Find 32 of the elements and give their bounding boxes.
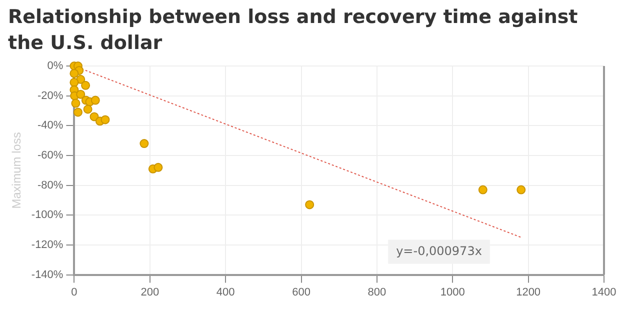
point <box>83 104 92 114</box>
point <box>70 68 79 78</box>
chart-title: Relationship between loss and recovery time against the U.S. dollar <box>7 5 579 56</box>
x-tick-label: 600 <box>292 286 310 298</box>
x-tick-label: 1400 <box>592 286 616 298</box>
point <box>90 96 100 105</box>
y-tick-label: -60% <box>38 150 64 162</box>
point <box>516 185 526 194</box>
point <box>140 139 149 148</box>
y-tick-label: -20% <box>38 90 64 102</box>
point <box>73 108 82 117</box>
x-tick-label: 200 <box>140 286 160 298</box>
x-tick-label: 800 <box>368 286 386 298</box>
annotation: y=-0,000973x <box>396 244 482 258</box>
point <box>71 98 80 108</box>
x-tick-label: 0 <box>71 286 78 298</box>
y-tick-label: -40% <box>38 120 64 132</box>
y-tick-label: 0% <box>47 60 64 72</box>
y-tick-label: -120% <box>31 239 64 252</box>
x-tick-label: 1000 <box>440 286 465 298</box>
y-tick-label: -140% <box>31 268 64 281</box>
point <box>76 90 86 99</box>
y-tick-label: -100% <box>31 209 64 222</box>
point <box>305 200 314 210</box>
point <box>154 162 163 172</box>
y-tick-label: -80% <box>38 179 64 192</box>
point <box>70 78 79 87</box>
x-tick-label: 400 <box>216 286 235 298</box>
point <box>100 115 110 124</box>
x-tick-label: 1200 <box>516 286 541 298</box>
point <box>81 80 90 90</box>
point <box>478 185 488 194</box>
